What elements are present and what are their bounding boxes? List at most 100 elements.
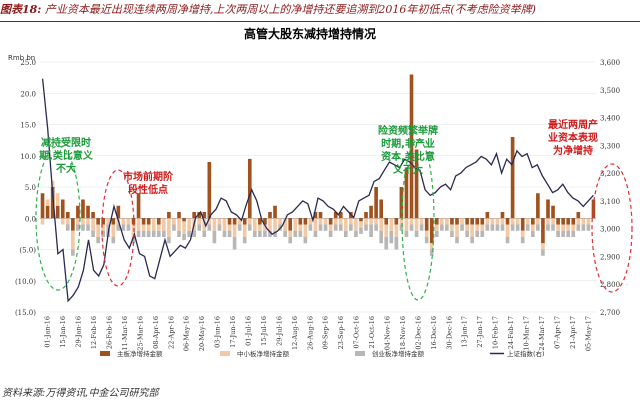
bar-sme-board — [71, 230, 75, 250]
x-tick-label: 24-Mar-17 — [538, 316, 546, 351]
bar-sme-board — [237, 218, 242, 225]
bar-sme-board — [111, 224, 116, 237]
bar-main-board — [55, 205, 60, 219]
bar-chinext — [429, 249, 434, 256]
bar-sme-board — [475, 224, 480, 231]
bar-sme-board — [242, 224, 247, 237]
bar-chinext — [222, 230, 227, 237]
y2-tick-label: 3,400 — [600, 115, 620, 123]
bar-chinext — [389, 230, 394, 244]
bar-chinext — [111, 237, 116, 244]
x-axis-ticks: 01-Jan-16 15-Jan-16 29-Jan-16 12-Feb-16 26-F… — [44, 316, 593, 351]
bar-chinext — [349, 224, 353, 231]
bar-chinext — [485, 224, 490, 231]
annotation-text: 为净增持 — [553, 144, 593, 157]
bar-chinext — [369, 224, 373, 237]
bar-sme-board — [172, 218, 176, 225]
bar-sme-board — [500, 218, 505, 225]
bar-main-board — [288, 218, 293, 231]
bar-main-board — [530, 218, 535, 225]
bar-main-board — [45, 205, 50, 219]
bar-sme-board — [162, 218, 166, 231]
bar-sme-board — [252, 218, 257, 231]
annotation-text: 减持受限时 — [41, 136, 91, 149]
bar-sme-board — [212, 218, 217, 231]
bar-sme-board — [333, 218, 338, 225]
bar-sme-board — [187, 218, 191, 231]
bar-main-board — [364, 212, 368, 219]
bar-chinext — [141, 230, 146, 237]
bar-main-board — [273, 205, 277, 219]
bar-main-board — [571, 218, 576, 225]
bar-chinext — [86, 224, 90, 231]
bar-sme-board — [313, 218, 318, 231]
bar-main-board — [333, 212, 338, 219]
annotation-text: 业资本表现 — [548, 131, 598, 144]
bar-sme-board — [374, 218, 378, 225]
annotation-text: 市场前期阶 — [123, 170, 174, 183]
bar-main-board — [475, 218, 480, 225]
bar-sme-board — [106, 218, 111, 225]
bar-main-board — [40, 193, 45, 219]
bar-chinext — [293, 230, 298, 237]
bar-sme-board — [81, 218, 85, 225]
bar-chinext — [530, 230, 535, 237]
bar-sme-board — [541, 243, 545, 250]
bar-chinext — [192, 230, 196, 237]
bar-sme-board — [404, 218, 409, 231]
bar-sme-board — [480, 224, 485, 231]
bar-chinext — [505, 237, 510, 244]
y2-tick-label: 2,700 — [600, 309, 620, 317]
bar-chinext — [581, 224, 586, 231]
bar-main-board — [561, 218, 565, 225]
bar-sme-board — [460, 218, 464, 225]
bar-sme-board — [379, 218, 384, 231]
bar-chinext — [566, 230, 571, 237]
bar-chinext — [288, 237, 293, 244]
figure-caption-text: 产业资本最近出现连续两周净增持,上次两周以上的净增持还要追溯到2016年初低点(… — [44, 3, 536, 16]
bar-main-board — [414, 149, 419, 219]
bar-chinext — [126, 224, 131, 231]
bar-sme-board — [45, 199, 50, 206]
bar-chinext — [495, 224, 500, 231]
figure-caption: 图表18: 产业资本最近出现连续两周净增持,上次两周以上的净增持还要追溯到201… — [0, 0, 640, 20]
y-tick-label: 15.0 — [20, 122, 36, 130]
bar-sme-board — [76, 218, 80, 225]
bar-main-board — [338, 212, 343, 219]
bar-sme-board — [394, 224, 399, 237]
x-tick-label: 09-Sep-16 — [322, 316, 330, 349]
bar-sme-board — [136, 218, 141, 231]
bar-sme-board — [429, 243, 434, 250]
x-tick-label: 04-Nov-16 — [384, 316, 392, 350]
bar-sme-board — [318, 218, 323, 225]
bar-sme-board — [414, 218, 419, 231]
bar-sme-board — [384, 224, 389, 237]
header-rule — [0, 21, 640, 22]
bar-main-board — [424, 218, 429, 231]
bar-chinext — [333, 224, 338, 231]
highlight-ellipse — [591, 163, 633, 293]
bar-sme-board — [445, 218, 449, 225]
bar-sme-board — [399, 218, 404, 225]
bar-main-board — [116, 205, 121, 219]
bar-sme-board — [556, 224, 560, 231]
bar-chinext — [551, 224, 555, 231]
bar-sme-board — [151, 218, 156, 231]
bar-chinext — [536, 224, 540, 231]
legend-label: 创业板净增持金额 — [372, 349, 425, 358]
legend-swatch — [220, 351, 230, 356]
y2-tick-label: 3,100 — [600, 198, 620, 206]
bar-sme-board — [303, 224, 308, 237]
bar-sme-board — [354, 218, 358, 231]
bar-main-board — [536, 193, 540, 219]
bar-sme-board — [197, 218, 202, 225]
x-tick-label: 11-Mar-16 — [121, 316, 129, 351]
bar-main-board — [369, 205, 373, 219]
bar-sme-board — [536, 218, 540, 225]
bar-main-board — [505, 218, 510, 225]
bar-sme-board — [465, 224, 469, 231]
x-tick-label: 02-Dec-16 — [414, 316, 422, 350]
bar-chinext — [379, 230, 384, 244]
x-tick-label: 05-May-17 — [584, 316, 592, 351]
